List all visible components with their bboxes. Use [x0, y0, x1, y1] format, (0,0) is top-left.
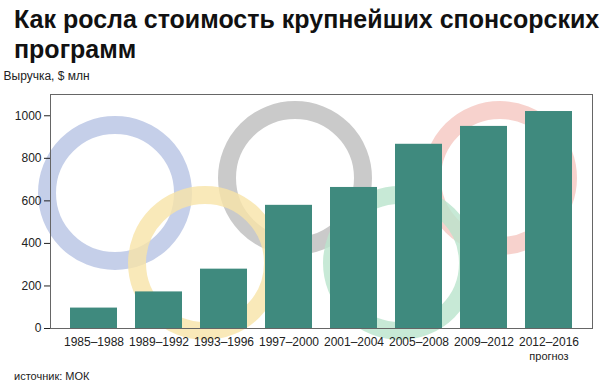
svg-text:600: 600 [21, 194, 41, 208]
html-text:источник: МОК: источник: МОК [14, 370, 90, 382]
svg-text:Выручка, $ млн: Выручка, $ млн [4, 69, 90, 83]
svg-text:прогноз: прогноз [529, 350, 568, 362]
svg-text:200: 200 [21, 279, 41, 293]
svg-text:2009–2012: 2009–2012 [454, 335, 514, 349]
svg-text:1997–2000: 1997–2000 [259, 335, 319, 349]
svg-text:2005–2008: 2005–2008 [389, 335, 449, 349]
svg-text:1989–1992: 1989–1992 [129, 335, 189, 349]
svg-text:1985–1988: 1985–1988 [64, 335, 124, 349]
svg-text:400: 400 [21, 236, 41, 250]
svg-text:0: 0 [35, 321, 42, 335]
html-text:Как росла стоимость крупнейших: Как росла стоимость крупнейших спонсорск… [14, 5, 600, 63]
svg-text:800: 800 [21, 151, 41, 165]
svg-text:2012–2016: 2012–2016 [519, 335, 579, 349]
svg-text:1993–1996: 1993–1996 [194, 335, 254, 349]
svg-text:2001–2004: 2001–2004 [324, 335, 384, 349]
svg-text:1000: 1000 [15, 109, 42, 123]
